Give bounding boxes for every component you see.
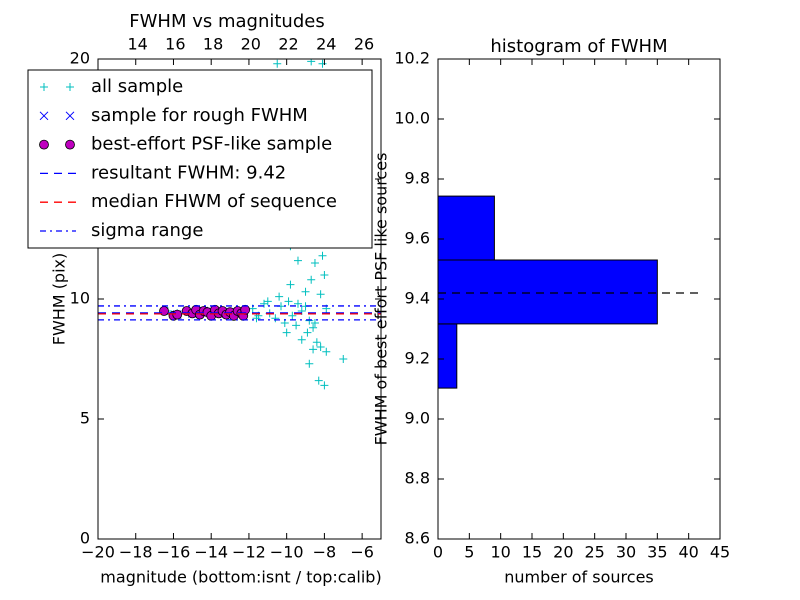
- x-tick-label: −8: [313, 543, 337, 562]
- x-tick-label: 45: [710, 543, 730, 562]
- y-tick-label: 10.0: [394, 109, 430, 128]
- x-tick-label: 10: [490, 543, 510, 562]
- x-tick-label: 25: [584, 543, 604, 562]
- point: [309, 323, 318, 332]
- point: [284, 297, 293, 306]
- point: [282, 328, 291, 337]
- y-tick-label: 10.2: [394, 49, 430, 68]
- y-tick-label: 8.8: [405, 469, 430, 488]
- chart-title: FWHM vs magnitudes: [129, 11, 324, 32]
- x-axis-label: number of sources: [504, 568, 654, 587]
- point: [316, 290, 325, 299]
- point: [309, 345, 318, 354]
- point: [322, 347, 331, 356]
- legend-marker: [65, 139, 75, 150]
- x2-tick-label: 14: [127, 35, 147, 54]
- point: [316, 343, 325, 351]
- legend-label: all sample: [91, 76, 183, 97]
- bar: [437, 323, 458, 389]
- point: [320, 271, 329, 279]
- y-tick-label: 9.0: [405, 409, 430, 428]
- legend-label: best-effort PSF-like sample: [91, 134, 332, 155]
- point: [318, 251, 327, 260]
- x-tick-label: 20: [553, 543, 573, 562]
- x-tick-label: 30: [616, 543, 636, 562]
- legend: [27, 69, 373, 249]
- x-tick-label: 0: [433, 543, 443, 562]
- point: [271, 314, 280, 323]
- point: [301, 287, 310, 296]
- x2-tick-label: 18: [203, 35, 223, 54]
- y-axis-label: FWHM (pix): [50, 253, 69, 346]
- x-tick-label: −14: [194, 543, 228, 562]
- point: [312, 338, 321, 347]
- point: [286, 280, 295, 289]
- point: [318, 59, 327, 68]
- x-tick-label: −12: [232, 543, 266, 562]
- x-tick-label: −18: [119, 543, 153, 562]
- point: [263, 297, 272, 306]
- point: [288, 311, 297, 320]
- x-tick-label: 40: [678, 543, 698, 562]
- x2-tick-label: 22: [278, 35, 298, 54]
- point: [273, 59, 282, 68]
- point: [339, 355, 348, 363]
- legend-marker: [66, 83, 74, 91]
- y-tick-label: 8.6: [405, 529, 430, 548]
- y-tick-label: 9.4: [405, 289, 430, 308]
- y-tick-label: 0: [80, 529, 90, 548]
- x2-tick-label: 20: [241, 35, 261, 54]
- point: [305, 359, 314, 368]
- point: [307, 275, 316, 284]
- point: [172, 309, 183, 320]
- bar: [437, 259, 658, 325]
- point: [293, 256, 302, 265]
- x-tick-label: 35: [647, 543, 667, 562]
- legend-label: resultant FWHM: 9.42: [91, 162, 286, 183]
- x-tick-label: −16: [157, 543, 191, 562]
- y-tick-label: 5: [80, 409, 90, 428]
- point: [310, 319, 319, 327]
- point: [314, 376, 323, 385]
- point: [292, 321, 301, 330]
- legend-label: sample for rough FWHM: [91, 105, 308, 126]
- y-tick-label: 9.2: [405, 349, 430, 368]
- legend-label: median FHWM of sequence: [91, 191, 337, 212]
- point: [293, 299, 302, 308]
- x-tick-label: −6: [350, 543, 374, 562]
- point: [305, 316, 314, 325]
- point: [303, 328, 312, 337]
- y-tick-label: 9.8: [405, 169, 430, 188]
- legend-marker: [39, 139, 49, 150]
- x2-tick-label: 16: [165, 35, 185, 54]
- point: [252, 314, 261, 323]
- point: [310, 259, 319, 267]
- y-tick-label: 20: [70, 49, 90, 68]
- chart-title: histogram of FWHM: [490, 36, 667, 57]
- point: [297, 335, 306, 344]
- legend-label: sigma range: [91, 220, 203, 241]
- y-tick-label: 10: [70, 289, 90, 308]
- point: [320, 381, 329, 390]
- legend-marker: [40, 83, 48, 91]
- x-tick-label: −20: [81, 543, 115, 562]
- x2-tick-label: 26: [354, 35, 374, 54]
- x-tick-label: 15: [522, 543, 542, 562]
- x-tick-label: −10: [270, 543, 304, 562]
- legend-marker: [65, 111, 75, 121]
- bar: [437, 195, 495, 261]
- point: [307, 59, 316, 66]
- point: [275, 292, 284, 301]
- legend-marker: [39, 111, 49, 121]
- x-tick-label: 5: [464, 543, 474, 562]
- x-axis-label: magnitude (bottom:isnt / top:calib): [100, 568, 381, 587]
- x2-tick-label: 24: [316, 35, 336, 54]
- y-tick-label: 9.6: [405, 229, 430, 248]
